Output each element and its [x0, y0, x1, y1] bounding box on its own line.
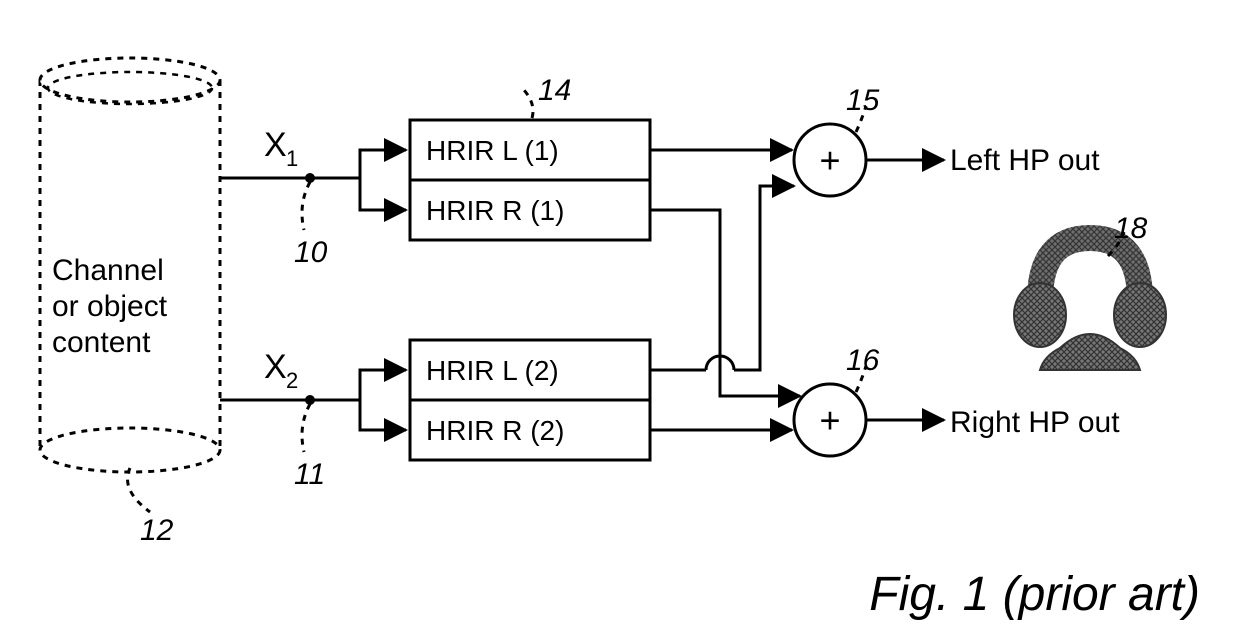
- hrir-r1-label: HRIR R (1): [426, 195, 564, 226]
- ref-lead-11: [302, 404, 310, 452]
- hrir-r2-label: HRIR R (2): [426, 415, 564, 446]
- cylinder-text-line-1: or object: [52, 290, 168, 323]
- svg-text:X: X: [264, 126, 287, 164]
- svg-text:X: X: [264, 348, 287, 386]
- svg-text:2: 2: [286, 368, 298, 393]
- ref-18: 18: [1114, 212, 1148, 245]
- cylinder-text-line-0: Channel: [52, 254, 164, 287]
- summer-bot: +: [794, 384, 866, 456]
- out-right-label: Right HP out: [950, 406, 1120, 439]
- headphone-icon: [1014, 238, 1166, 370]
- out-left-label: Left HP out: [950, 144, 1100, 177]
- ref-lead-14: [524, 90, 533, 118]
- ref-14: 14: [538, 74, 571, 107]
- hrir-l2-label: HRIR L (2): [426, 355, 559, 386]
- ref-11: 11: [294, 458, 325, 491]
- ref-lead-10: [302, 182, 310, 230]
- signal-x2-label: X 2: [264, 348, 298, 393]
- ref-16: 16: [846, 344, 880, 377]
- cylinder-source: Channel or object content: [40, 58, 220, 472]
- summer-top: +: [794, 124, 866, 196]
- hrir-group-2: HRIR L (2) HRIR R (2): [410, 340, 650, 460]
- cylinder-bottom-ellipse: [40, 428, 220, 472]
- ref-15: 15: [846, 84, 880, 117]
- signal-x1-label: X 1: [264, 126, 298, 171]
- hrir-l1-label: HRIR L (1): [426, 135, 559, 166]
- summer-bot-plus: +: [819, 400, 840, 441]
- ref-lead-12: [128, 468, 151, 512]
- ref-10: 10: [294, 236, 328, 269]
- summer-top-plus: +: [819, 140, 840, 181]
- figure-caption: Fig. 1 (prior art): [869, 568, 1200, 621]
- cylinder-text-line-2: content: [52, 326, 151, 359]
- ref-12: 12: [140, 514, 174, 547]
- cylinder-top-outer: [40, 58, 220, 102]
- svg-text:1: 1: [286, 146, 298, 171]
- hrir-group-1: HRIR L (1) HRIR R (1): [410, 120, 650, 240]
